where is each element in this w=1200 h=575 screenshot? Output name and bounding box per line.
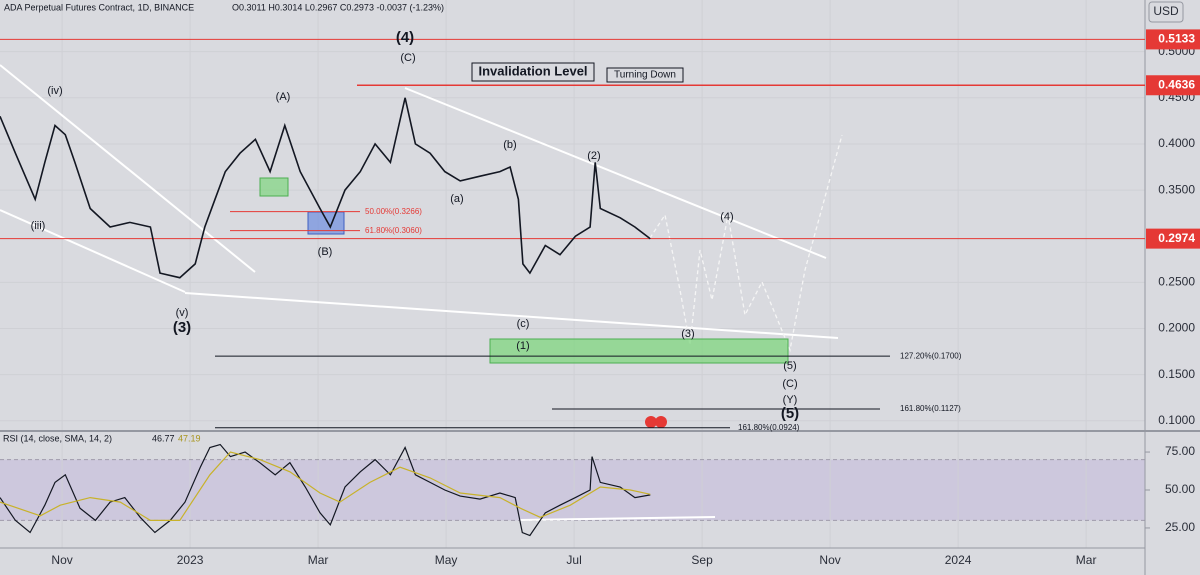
y-tick-label: 0.4000: [1158, 136, 1195, 150]
rsi-title: RSI (14, close, SMA, 14, 2): [3, 433, 112, 443]
wave-label: (2): [587, 150, 600, 162]
x-tick-label: Jul: [566, 553, 581, 567]
y-tick-label: 0.1500: [1158, 367, 1195, 381]
rsi-tick-label: 75.00: [1165, 444, 1195, 458]
wave-label: (iv): [47, 85, 62, 97]
wave-label: (3): [173, 319, 191, 336]
fib-label: 127.20%(0.1700): [900, 351, 962, 360]
x-tick-label: 2023: [177, 553, 204, 567]
rsi-tick-label: 50.00: [1165, 482, 1195, 496]
series-line: [0, 451, 651, 521]
price-label: 0.4636: [1158, 77, 1195, 91]
x-tick-label: Mar: [308, 553, 329, 567]
target-zone: [489, 338, 789, 364]
wave-label: (5): [783, 360, 796, 372]
wave-label: (C): [400, 52, 415, 64]
event-icon[interactable]: [655, 416, 667, 428]
turning-box: [606, 67, 684, 83]
wave-label: (C): [782, 378, 797, 390]
wave-label: (c): [517, 318, 530, 330]
wave-label: (4): [396, 29, 414, 46]
wave-label: (b): [503, 139, 516, 151]
x-tick-label: May: [435, 553, 458, 567]
fib-label: 161.80%(0.1127): [900, 404, 961, 413]
wave-label: (Y): [783, 394, 798, 406]
event-icon[interactable]: [645, 416, 657, 428]
x-tick-label: Nov: [51, 553, 72, 567]
price-label-box: [1146, 29, 1200, 50]
rsi-band: [0, 459, 1145, 521]
wave-label: (B): [318, 246, 333, 258]
price-label: 0.5133: [1158, 32, 1195, 46]
wave-label: (5): [781, 405, 799, 422]
price-label: 0.2974: [1158, 231, 1195, 245]
series-line: [0, 97, 651, 279]
symbol-title: ADA Perpetual Futures Contract, 1D, BINA…: [4, 2, 194, 12]
x-tick-label: Nov: [819, 553, 840, 567]
projection-path: [649, 134, 843, 353]
rsi-sma-value: 47.19: [178, 433, 201, 443]
wave-label: (iii): [31, 220, 46, 232]
trend-lines: [0, 64, 839, 521]
price-label-box: [1146, 228, 1200, 249]
zone-box: [259, 177, 289, 197]
wave-label: (v): [176, 307, 189, 319]
fib-label: 161.80%(0.0924): [738, 423, 800, 432]
y-tick-label: 0.2000: [1158, 321, 1195, 335]
wave-label: (1): [516, 340, 529, 352]
annotation-label: Invalidation Level: [478, 63, 587, 78]
fib-label: 50.00%(0.3266): [365, 207, 422, 216]
price-label-box: [1146, 75, 1200, 96]
currency[interactable]: USD: [1153, 4, 1179, 18]
annotation-label: Turning Down: [614, 70, 676, 81]
wave-label: (4): [720, 211, 733, 223]
currency-button[interactable]: [1148, 1, 1184, 23]
wave-label: (a): [450, 193, 463, 205]
x-tick-label: 2024: [945, 553, 972, 567]
y-tick-label: 0.3500: [1158, 182, 1195, 196]
y-tick-label: 0.2500: [1158, 275, 1195, 289]
rsi-value: 46.77: [152, 433, 175, 443]
wave-label: (A): [276, 91, 291, 103]
wave-label: (3): [681, 328, 694, 340]
invalidation-box: [471, 62, 595, 82]
x-tick-label: Sep: [691, 553, 713, 567]
fib-label: 61.80%(0.3060): [365, 226, 422, 235]
y-tick-label: 0.1000: [1158, 413, 1195, 427]
rsi-tick-label: 25.00: [1165, 520, 1195, 534]
x-tick-label: Mar: [1076, 553, 1097, 567]
ohlc: O0.3011 H0.3014 L0.2967 C0.2973 -0.0037 …: [232, 2, 444, 12]
series-line: [0, 443, 651, 537]
